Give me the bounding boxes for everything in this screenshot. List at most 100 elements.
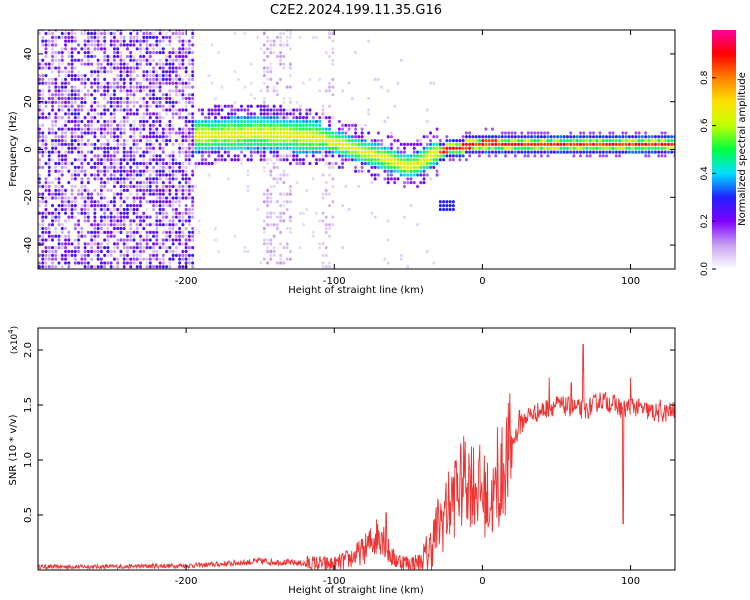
spectrogram-cell xyxy=(621,150,625,154)
spectrogram-cell xyxy=(354,146,358,150)
spectrogram-cell xyxy=(125,169,129,173)
spectrogram-cell xyxy=(99,123,103,127)
spectrogram-cell xyxy=(83,142,87,147)
spectrogram-cell xyxy=(220,116,224,120)
spectrogram-cell xyxy=(54,138,58,143)
spectrogram-cell xyxy=(142,77,146,82)
spectrogram-cell xyxy=(256,35,260,39)
spectrogram-cell xyxy=(129,73,133,78)
spectrogram-cell xyxy=(298,112,302,116)
spectrogram-cell xyxy=(142,249,146,254)
spectrogram-cell xyxy=(139,58,142,62)
spectrogram-cell xyxy=(272,223,276,227)
spectrogram-cell xyxy=(106,169,110,173)
spectrogram-cell xyxy=(139,116,142,120)
spectrogram-cell xyxy=(178,238,182,242)
spectrogram-cell xyxy=(187,142,191,147)
spectrogram-cell xyxy=(129,100,133,104)
spectrogram-cell xyxy=(83,127,87,131)
spectrogram-cell xyxy=(168,219,172,223)
spectrogram-cell xyxy=(119,230,123,235)
spectrogram-cell xyxy=(272,184,276,189)
spectrogram-cell xyxy=(184,192,188,196)
spectrogram-cell xyxy=(308,161,312,166)
spectrogram-cell xyxy=(246,188,250,192)
spectrogram-cell xyxy=(119,249,123,254)
spectrogram-cell xyxy=(579,142,582,147)
spectrogram-cell xyxy=(132,238,136,242)
spectrogram-cell xyxy=(305,150,309,154)
spectrogram-cell xyxy=(324,181,328,185)
spectrogram-cell xyxy=(171,123,175,127)
spectrogram-cell xyxy=(135,173,139,177)
spectrogram-cell xyxy=(73,58,77,62)
spectrogram-cell xyxy=(347,123,351,127)
spectrogram-cell xyxy=(60,246,64,250)
spectrogram-cell xyxy=(60,265,64,269)
spectrogram-cell xyxy=(324,188,328,192)
spectrogram-cell xyxy=(552,146,556,150)
spectrogram-cell xyxy=(298,211,302,215)
spectrogram-cell xyxy=(77,173,81,177)
spectrogram-cell xyxy=(207,150,211,154)
spectrogram-cell xyxy=(181,253,185,257)
spectrogram-cell xyxy=(41,238,45,242)
spectrogram-cell xyxy=(116,66,120,70)
spectrogram-cell xyxy=(191,138,195,143)
spectrogram-cell xyxy=(279,192,283,196)
spectrogram-cell xyxy=(464,150,468,154)
spectrogram-cell xyxy=(181,131,185,135)
spectrogram-cell xyxy=(155,43,159,47)
spectrogram-cell xyxy=(93,165,97,170)
spectrogram-cell xyxy=(41,96,45,101)
spectrogram-cell xyxy=(507,146,511,150)
spectrogram-cell xyxy=(197,131,201,135)
spectrogram-cell xyxy=(227,138,230,143)
spectrogram-cell xyxy=(442,207,446,212)
spectrogram-cell xyxy=(393,169,397,173)
spectrogram-cell xyxy=(148,54,152,59)
spectrogram-cell xyxy=(282,127,286,131)
colorbar-tick-label: 0.4 xyxy=(700,166,710,181)
spectrogram-cell xyxy=(73,150,77,154)
spectrogram-cell xyxy=(282,200,286,204)
spectrogram-cell xyxy=(158,173,162,177)
spectrogram-cell xyxy=(135,165,139,170)
spectrogram-cell xyxy=(585,154,589,158)
spectrogram-cell xyxy=(80,234,84,238)
spectrogram-cell xyxy=(60,223,64,227)
spectrogram-cell xyxy=(468,131,472,135)
spectrogram-cell xyxy=(152,253,156,257)
spectrogram-cell xyxy=(51,54,54,59)
spectrogram-cell xyxy=(112,230,116,235)
spectrogram-cell xyxy=(393,161,397,166)
spectrogram-cell xyxy=(230,146,234,150)
spectrogram-cell xyxy=(174,192,178,196)
spectrogram-cell xyxy=(256,207,260,212)
spectrogram-cell xyxy=(142,100,146,104)
spectrogram-cell xyxy=(119,184,123,189)
spectrogram-cell xyxy=(54,89,58,93)
spectrogram-cell xyxy=(223,104,227,108)
spectrogram-cell xyxy=(96,100,100,104)
spectrogram-cell xyxy=(530,135,534,139)
spectrogram-cell xyxy=(227,112,230,116)
spectrogram-cell xyxy=(660,135,664,139)
spectrogram-cell xyxy=(47,169,51,173)
spectrogram-cell xyxy=(663,146,667,150)
spectrogram-cell xyxy=(168,257,172,261)
spectrogram-cell xyxy=(132,173,136,177)
spectrogram-cell xyxy=(259,261,263,265)
spectrogram-cell xyxy=(341,150,345,154)
spectrogram-cell xyxy=(139,81,142,85)
spectrogram-cell xyxy=(64,154,68,158)
spectrogram-cell xyxy=(80,89,84,93)
spectrogram-cell xyxy=(64,43,68,47)
spectrogram-cell xyxy=(647,146,651,150)
spectrogram-cell xyxy=(318,116,322,120)
spectrogram-cell xyxy=(275,261,279,265)
spectrogram-cell xyxy=(360,161,364,166)
spectrogram-cell xyxy=(517,146,521,150)
spectrogram-cell xyxy=(96,246,100,250)
spectrogram-cell xyxy=(487,150,491,154)
